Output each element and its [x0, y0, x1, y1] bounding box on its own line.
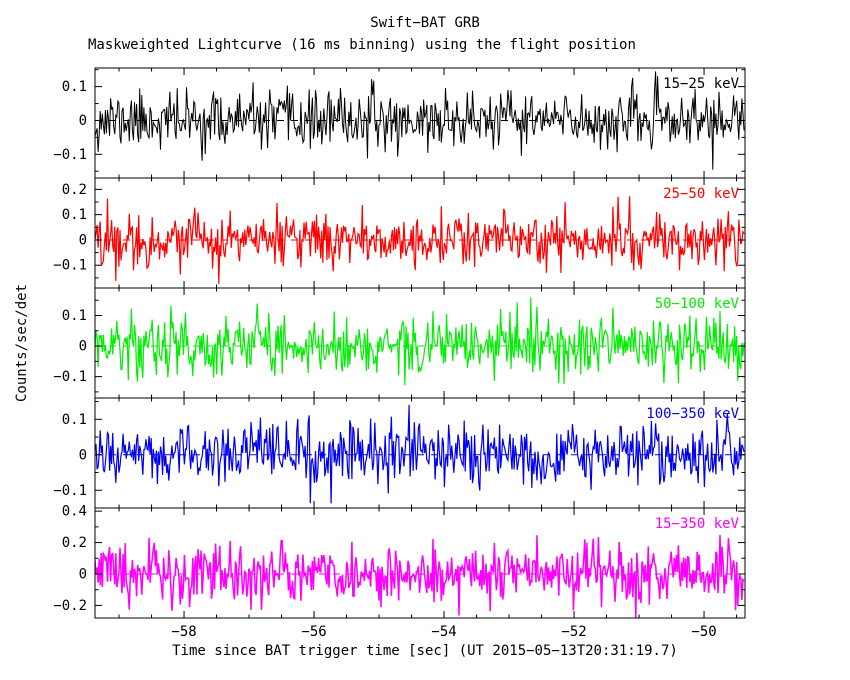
x-tick-label: −56	[301, 624, 326, 640]
x-tick-label: −52	[561, 624, 586, 640]
y-tick-label: −0.1	[53, 258, 87, 274]
y-tick-label: 0	[79, 232, 87, 248]
axis-ticks	[95, 178, 745, 288]
x-tick-label: −50	[691, 624, 716, 640]
panel-energy-label: 15−25 keV	[663, 76, 739, 92]
y-tick-label: −0.2	[53, 598, 87, 614]
lightcurve-series	[95, 71, 745, 170]
y-tick-label: 0.1	[62, 308, 87, 324]
x-tick-label: −58	[171, 624, 196, 640]
axis-ticks	[95, 508, 745, 618]
y-tick-label: 0.1	[62, 79, 87, 95]
y-tick-label: 0	[79, 567, 87, 583]
panel-frame	[94, 507, 746, 619]
y-tick-label: 0.1	[62, 412, 87, 428]
x-tick-label: −54	[431, 624, 456, 640]
series-50-100-kev	[95, 297, 745, 386]
lightcurve-series	[95, 297, 745, 386]
axis-ticks	[95, 398, 745, 508]
y-tick-label: 0.2	[62, 535, 87, 551]
axis-ticks	[95, 68, 745, 178]
panel-energy-label: 100−350 keV	[646, 406, 739, 422]
chart-subtitle: Maskweighted Lightcurve (16 ms binning) …	[88, 37, 636, 53]
lightcurve-series	[95, 404, 745, 504]
panel-energy-label: 50−100 keV	[655, 296, 740, 312]
y-tick-label: 0.4	[62, 504, 87, 520]
chart-title: Swift−BAT GRB	[370, 15, 480, 31]
lightcurve-series	[95, 196, 745, 284]
panel-100-350-kev: −0.1 0 0.1 100−350 keV	[53, 397, 746, 509]
panel-energy-label: 15−350 keV	[655, 516, 740, 532]
y-tick-label: 0.2	[62, 182, 87, 198]
y-tick-label: −0.1	[53, 369, 87, 385]
panel-25-50-kev: −0.1 0 0.1 0.2 25−50 keV	[53, 177, 746, 289]
series-25-50-kev	[95, 196, 745, 284]
y-tick-label: −0.1	[53, 147, 87, 163]
lightcurve-series	[95, 534, 745, 618]
x-axis-label: Time since BAT trigger time [sec] (UT 20…	[172, 643, 678, 659]
y-tick-label: 0	[79, 339, 87, 355]
series-15-25-kev	[95, 71, 745, 170]
y-tick-label: 0	[79, 447, 87, 463]
panel-50-100-kev: −0.1 0 0.1 50−100 keV	[53, 287, 746, 399]
y-tick-label: −0.1	[53, 483, 87, 499]
panel-energy-label: 25−50 keV	[663, 186, 739, 202]
axis-ticks	[95, 288, 745, 398]
y-tick-label: 0	[79, 113, 87, 129]
series-15-350-kev	[95, 534, 745, 618]
series-100-350-kev	[95, 404, 745, 504]
panel-15-350-kev: −0.2 0 0.2 0.4 15−350 keV	[53, 504, 746, 619]
y-tick-label: 0.1	[62, 207, 87, 223]
panel-15-25-kev: −0.1 0 0.1 15−25 keV	[53, 67, 746, 179]
